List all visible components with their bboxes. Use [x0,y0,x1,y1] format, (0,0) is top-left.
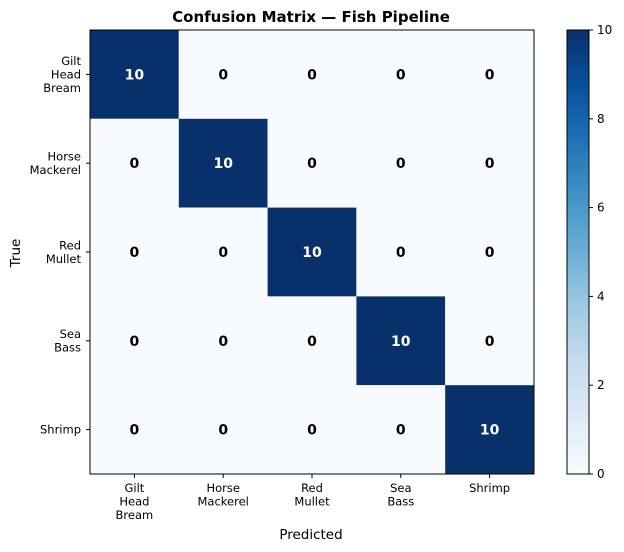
y-tick-label: Shrimp [40,423,81,437]
cell-value-label: 0 [218,245,228,261]
cell-value-label: 0 [485,245,495,261]
matrix-cell [178,118,268,208]
cell-value-label: 0 [218,334,228,350]
matrix-cell [356,30,446,119]
cell-value-label: 0 [307,334,317,350]
matrix-cell [90,207,179,297]
matrix-cell [267,207,357,297]
cell-value-label: 10 [391,334,411,350]
y-axis-ticks: Gilt Head Bream Horse Mackerel Red Mullet Sea Ba… [30,54,90,437]
matrix-cell [445,207,534,297]
cell-value-label: 0 [485,67,495,83]
matrix-cell [356,118,446,208]
matrix-cell [267,30,357,119]
y-tick-label: Red Mullet [46,238,82,266]
cell-value-label: 0 [396,423,406,439]
x-tick-label: Sea Bass [387,481,414,509]
x-tick-label: Shrimp [469,481,510,495]
matrix-cell [178,296,268,386]
x-tick-label: Gilt Head Bream [116,481,154,522]
colorbar: 0 2 4 6 8 10 [566,23,612,481]
matrix-cell [178,207,268,297]
matrix-cell [445,118,534,208]
y-tick-label: Sea Bass [54,327,81,355]
cell-value-label: 10 [213,156,233,172]
matrix-cell [90,296,179,386]
matrix-cell [90,30,179,119]
chart-title: Confusion Matrix — Fish Pipeline [172,8,450,26]
matrix-cell [267,385,357,474]
cell-value-label: 0 [396,67,406,83]
x-axis-ticks: Gilt Head Bream Horse Mackerel Red Mullet Sea Ba… [116,474,510,522]
y-axis-label: True [8,239,24,269]
cell-value-label: 0 [130,156,140,172]
matrix-cell [178,385,268,474]
y-tick-label: Horse Mackerel [30,149,81,177]
cell-value-label: 0 [130,423,140,439]
matrix-cell [178,30,268,119]
cell-value-label: 0 [307,423,317,439]
colorbar-tick-label: 6 [597,201,605,215]
matrix-cell [267,118,357,208]
cell-value-label: 0 [307,67,317,83]
cell-value-label: 0 [396,156,406,172]
x-tick-label: Horse Mackerel [198,481,249,509]
matrix-cell [90,118,179,208]
matrix-cell [356,385,446,474]
matrix-cell [445,30,534,119]
matrix-plot-area: 10 0 0 0 0 0 10 0 0 0 0 0 10 0 0 0 0 0 10 0 0 0 0 0 10 [89,29,535,475]
matrix-cell [267,296,357,386]
matrix-cell [356,207,446,297]
colorbar-tick-label: 4 [597,289,605,303]
cell-value-label: 0 [218,67,228,83]
y-tick-label: Gilt Head Bream [43,54,81,95]
cell-value-label: 10 [125,67,145,83]
colorbar-tick-label: 0 [597,467,605,481]
cell-value-label: 10 [480,423,500,439]
cell-value-label: 0 [130,245,140,261]
cell-value-label: 0 [218,423,228,439]
x-tick-label: Red Mullet [294,481,330,509]
cell-value-label: 10 [302,245,322,261]
matrix-cell [445,385,534,474]
colorbar-tick-label: 8 [597,112,605,126]
colorbar-gradient [567,30,589,474]
colorbar-frame [566,29,590,475]
cell-value-label: 0 [307,156,317,172]
cell-value-label: 0 [485,334,495,350]
matrix-cell [356,296,446,386]
matrix-cell [445,296,534,386]
cell-value-label: 0 [130,334,140,350]
cell-value-label: 0 [485,156,495,172]
matrix-cell [90,385,179,474]
colorbar-tick-label: 2 [597,378,605,392]
cell-value-label: 0 [396,245,406,261]
x-axis-label: Predicted [279,527,342,543]
colorbar-tick-label: 10 [597,23,612,37]
